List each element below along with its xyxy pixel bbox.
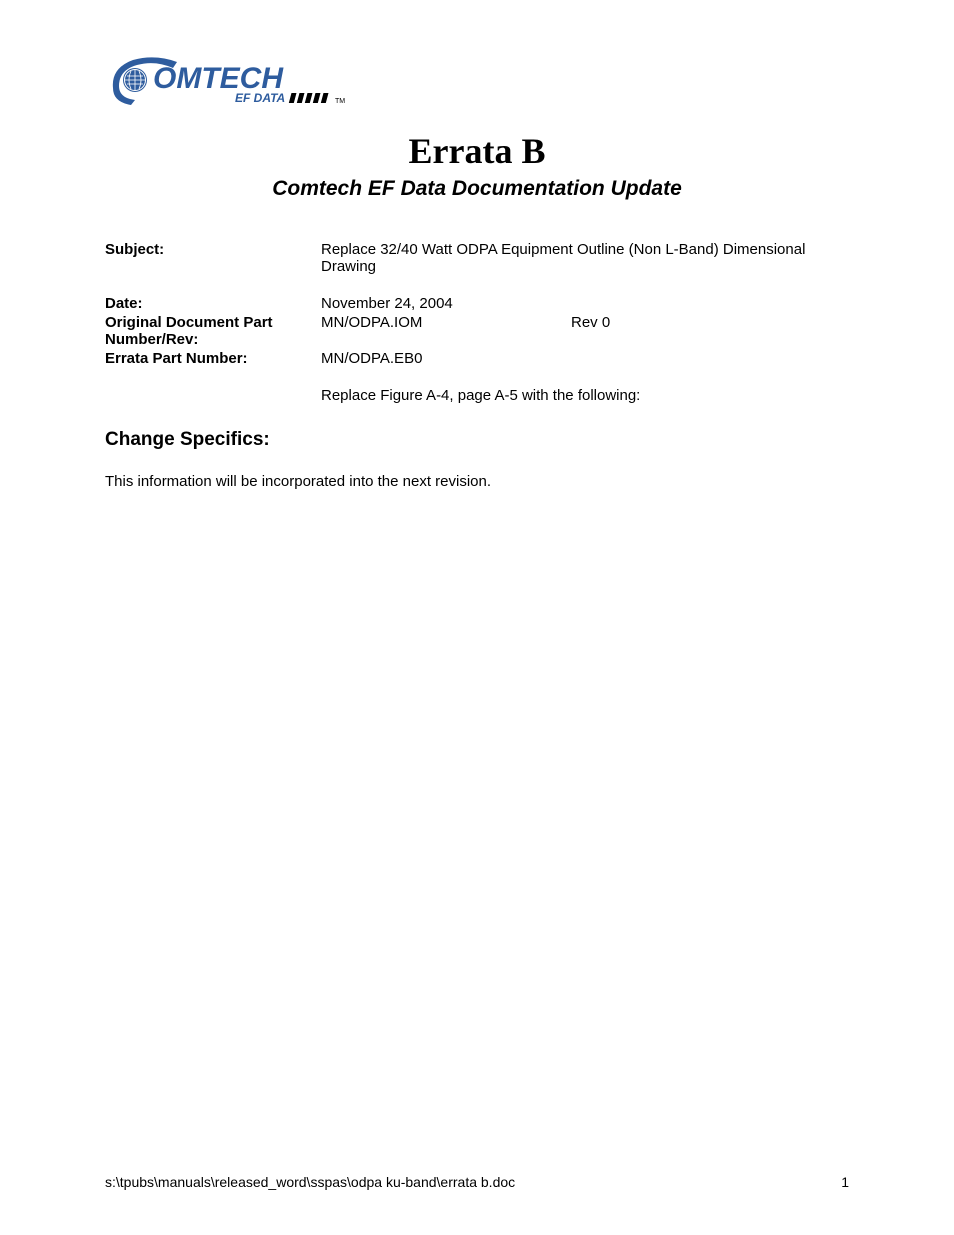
subject-value: Replace 32/40 Watt ODPA Equipment Outlin…	[321, 241, 849, 275]
document-title: Errata B	[105, 130, 849, 172]
replace-instruction: Replace Figure A-4, page A-5 with the fo…	[321, 387, 849, 404]
svg-text:EF DATA: EF DATA	[235, 91, 285, 105]
date-row: Date: November 24, 2004	[105, 295, 849, 312]
replace-instruction-row: Replace Figure A-4, page A-5 with the fo…	[105, 369, 849, 404]
original-doc-label: Original Document Part Number/Rev:	[105, 314, 321, 348]
errata-row: Errata Part Number: MN/ODPA.EB0	[105, 350, 849, 367]
svg-text:TM: TM	[335, 98, 345, 105]
original-doc-rev: Rev 0	[571, 314, 610, 331]
page-footer: s:\tpubs\manuals\released_word\sspas\odp…	[105, 1174, 849, 1190]
change-specifics-heading: Change Specifics:	[105, 429, 849, 451]
footer-path: s:\tpubs\manuals\released_word\sspas\odp…	[105, 1174, 515, 1190]
footer-page-number: 1	[841, 1174, 849, 1190]
errata-value: MN/ODPA.EB0	[321, 350, 849, 367]
logo-container: OMTECH EF DATA TM	[105, 50, 849, 115]
original-doc-value: MN/ODPA.IOM	[321, 314, 571, 331]
subject-row: Subject: Replace 32/40 Watt ODPA Equipme…	[105, 241, 849, 275]
errata-label: Errata Part Number:	[105, 350, 321, 367]
document-subtitle: Comtech EF Data Documentation Update	[105, 177, 849, 201]
subject-label: Subject:	[105, 241, 321, 258]
original-doc-row: Original Document Part Number/Rev: MN/OD…	[105, 314, 849, 348]
change-specifics-body: This information will be incorporated in…	[105, 473, 849, 490]
info-table: Subject: Replace 32/40 Watt ODPA Equipme…	[105, 241, 849, 404]
company-logo: OMTECH EF DATA TM	[105, 50, 380, 115]
date-label: Date:	[105, 295, 321, 312]
date-value: November 24, 2004	[321, 295, 849, 312]
